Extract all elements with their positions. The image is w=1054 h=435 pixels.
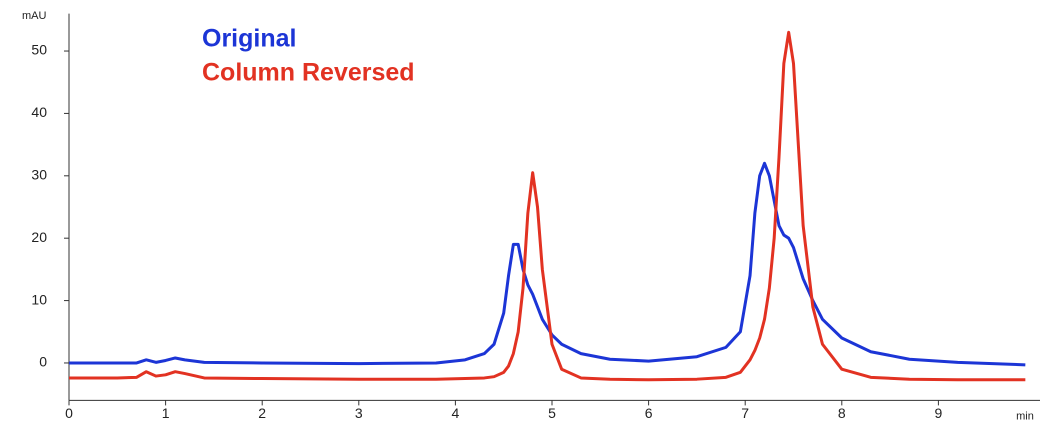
y-axis-label: mAU — [22, 10, 47, 22]
y-tick-label: 0 — [39, 354, 47, 370]
y-tick-label: 50 — [31, 42, 47, 58]
x-axis-label: min — [1016, 410, 1034, 422]
x-tick-label: 2 — [258, 405, 266, 421]
y-tick-label: 20 — [31, 229, 47, 245]
x-tick-label: 8 — [838, 405, 846, 421]
y-tick-label: 10 — [31, 291, 47, 307]
x-tick-label: 7 — [741, 405, 749, 421]
x-tick-label: 6 — [645, 405, 653, 421]
x-tick-label: 3 — [355, 405, 363, 421]
series-line — [69, 30, 1026, 382]
x-tick-label: 0 — [65, 405, 73, 421]
y-tick-label: 40 — [31, 104, 47, 120]
x-tick-label: 4 — [452, 405, 460, 421]
x-tick-label: 9 — [935, 405, 943, 421]
legend-entry: Original — [202, 25, 296, 53]
x-tick-label: 5 — [548, 405, 556, 421]
y-tick-label: 30 — [31, 167, 47, 183]
legend-entry: Column Reversed — [202, 59, 415, 87]
series-line — [69, 161, 1026, 367]
x-tick-label: 1 — [162, 405, 170, 421]
